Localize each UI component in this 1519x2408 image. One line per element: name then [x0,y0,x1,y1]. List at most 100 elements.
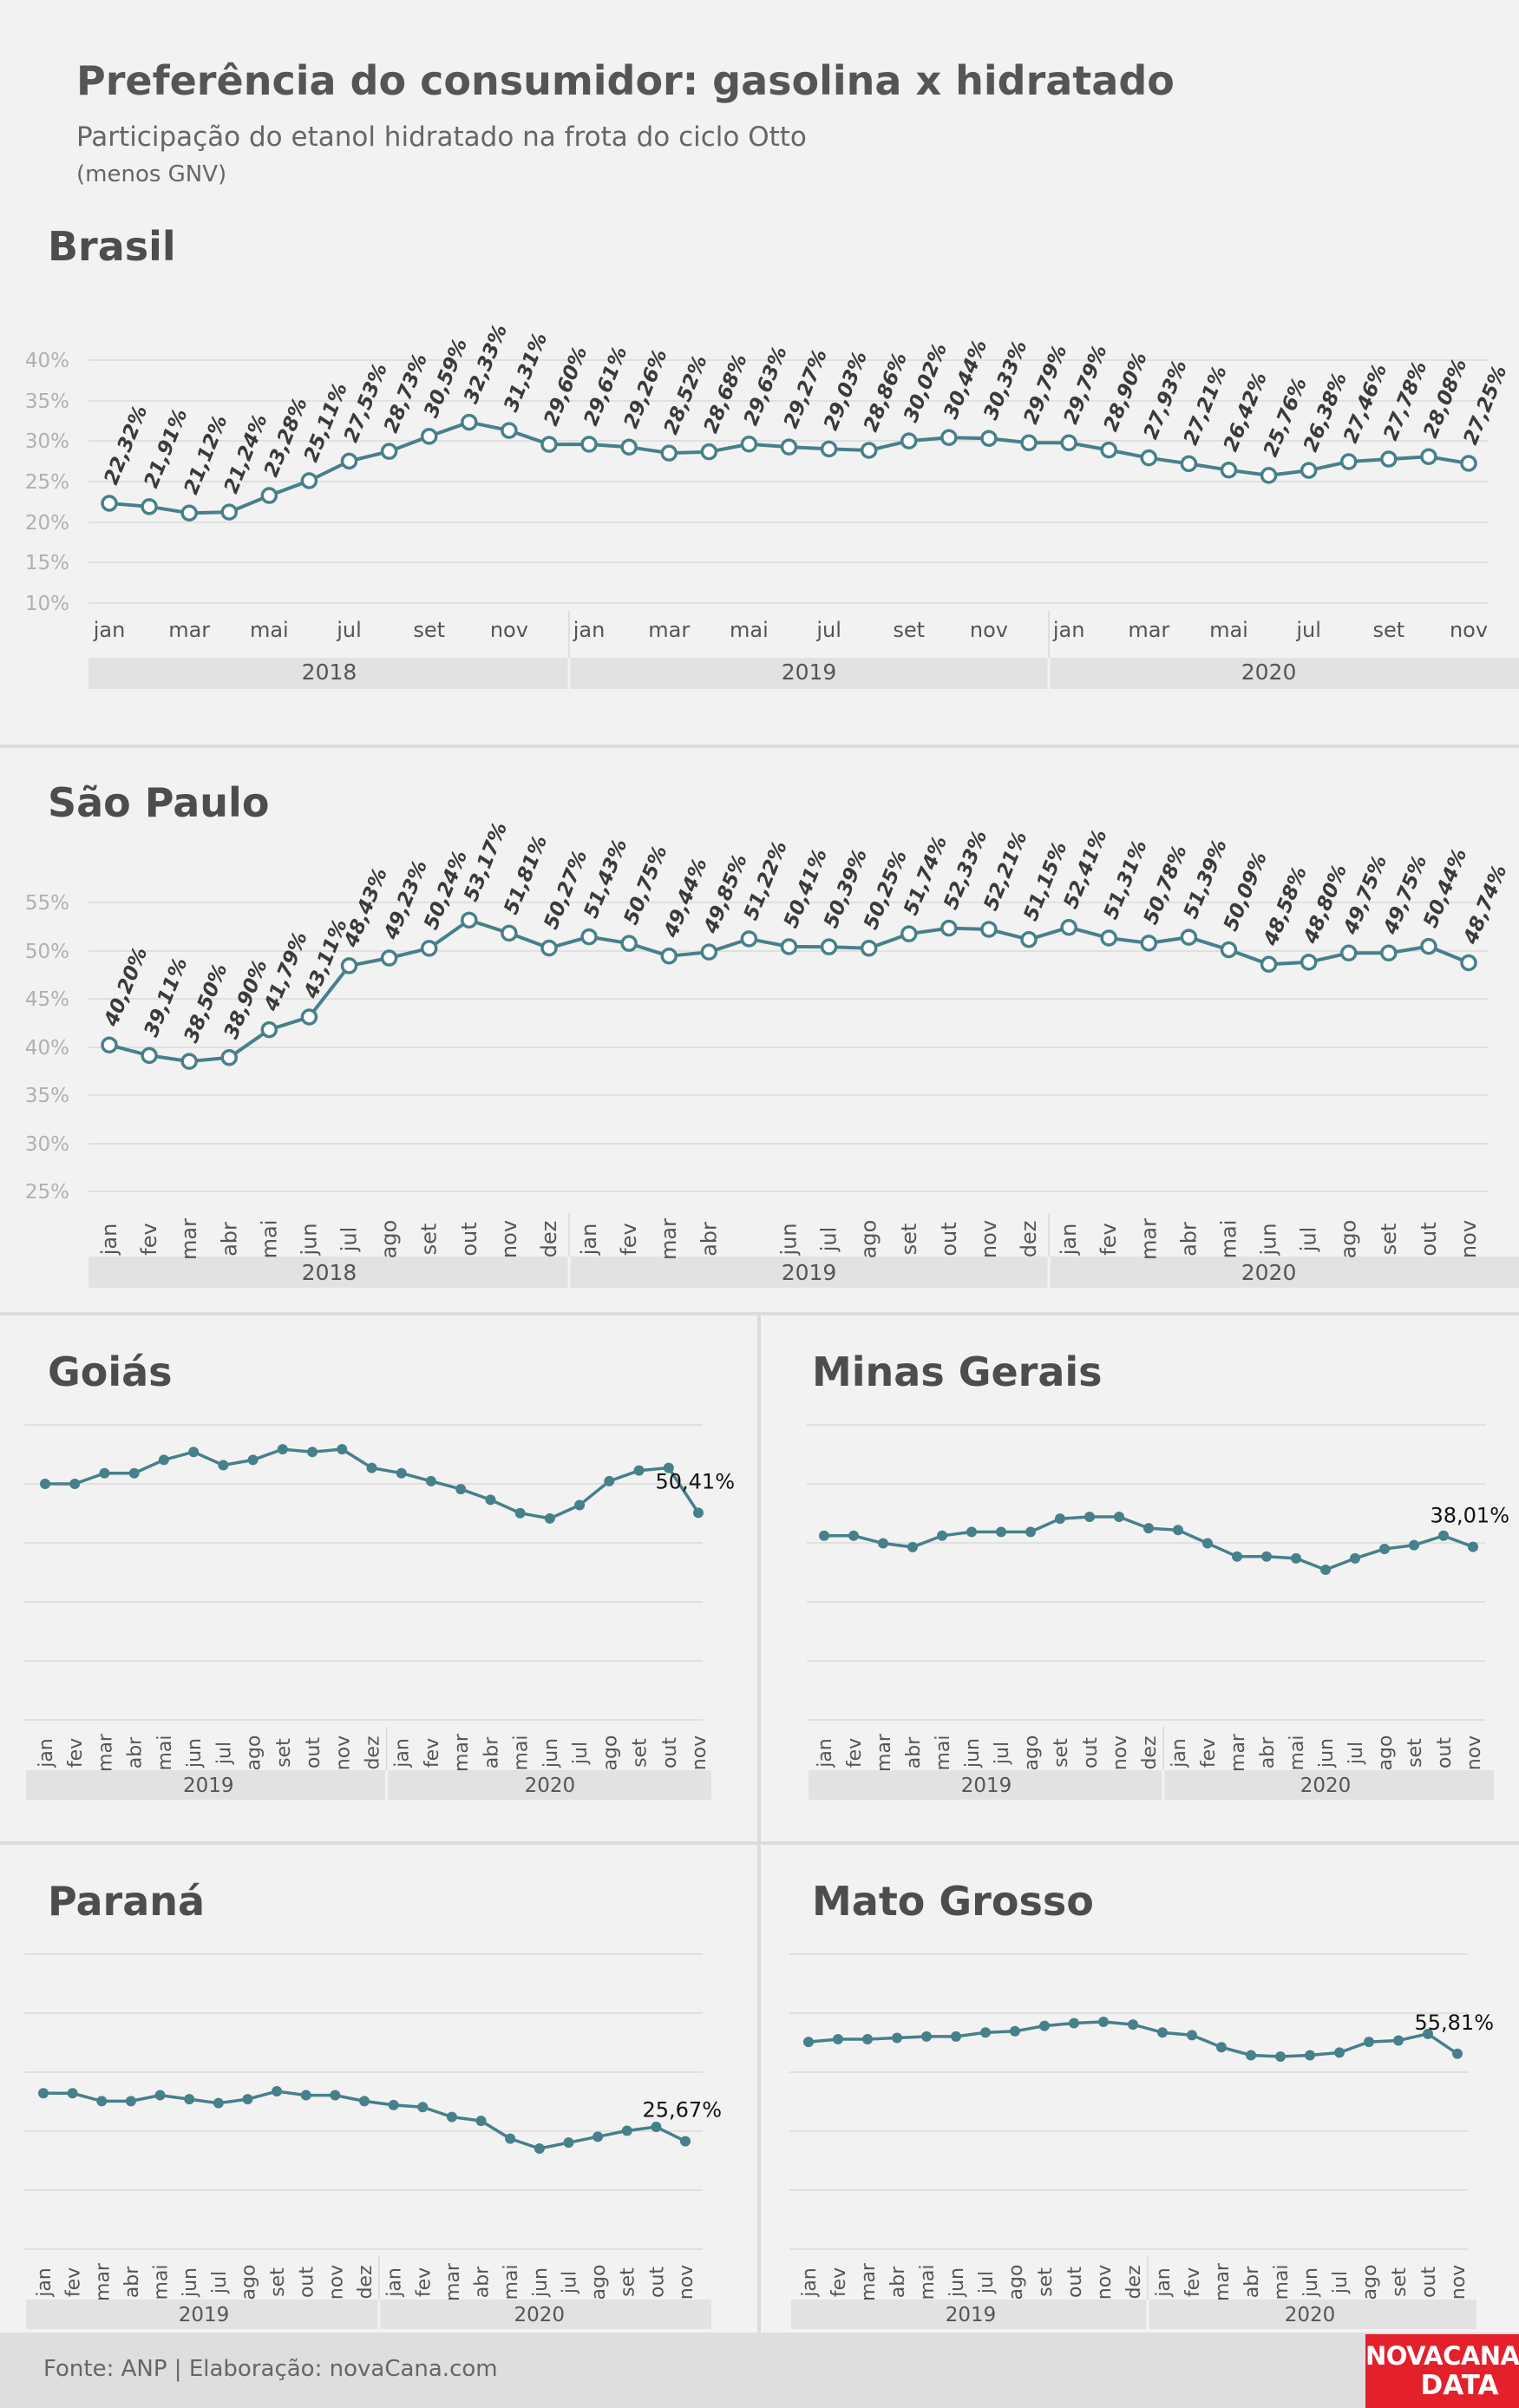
x-tick-label: ago [377,1220,402,1259]
data-label: 51,15% [1019,838,1071,924]
x-tick-label: set [1377,1224,1401,1256]
chart-sao-paulo: São Paulo 55% 50% 45% 40% 35% 30% 25% 2018 2019 20… [25,779,1519,1288]
x-tick-label: jul [336,618,362,642]
x-tick-label: jul [337,1227,362,1253]
x-tick-label: jan [93,618,126,642]
data-point [128,1467,140,1479]
data-point [1143,1523,1154,1534]
x-tick-label: jun [540,1738,562,1768]
x-tick-label: nov [1094,2265,1116,2300]
data-point [1140,449,1158,467]
year-label: 2020 [525,1775,576,1797]
data-point [417,2102,429,2113]
data-point [1379,1544,1390,1555]
data-point [1157,2027,1168,2038]
year-band [26,2300,711,2329]
x-tick-label: jul [1330,2271,1352,2294]
x-tick-label: ago [599,1735,621,1771]
data-point [455,1484,467,1495]
data-point [154,2090,166,2101]
data-point [420,940,438,957]
x-tick-label: jan [799,2267,821,2298]
x-tick-label: jul [213,1742,235,1765]
x-tick-label: mar [1136,1218,1161,1260]
year-label: 2019 [179,2304,230,2326]
data-point [1300,462,1318,479]
year-label: 2019 [183,1775,234,1797]
logo-line1: NOVACANA [1365,2341,1519,2371]
x-tick-label: nov [325,2265,347,2300]
data-point [700,943,718,961]
data-point [580,928,598,946]
data-point [980,430,998,448]
x-tick-label: jan [1052,618,1085,642]
data-point [951,2031,961,2042]
data-point [420,428,438,445]
data-label: 28,73% [380,351,432,436]
data-point [425,1475,436,1486]
data-point [1460,455,1477,472]
data-label: 50,09% [1220,849,1272,935]
data-point [544,1512,555,1524]
data-point [180,504,198,522]
x-tick-label: mai [917,2264,939,2300]
chart-title: Minas Gerais [812,1348,1103,1395]
data-point [242,2094,253,2105]
x-tick-label: jan [1153,2267,1175,2298]
x-tick-label: out [659,1737,681,1768]
x-tick-label: dez [363,1735,384,1769]
x-tick-label: jan [573,618,606,642]
data-point [1220,941,1238,959]
data-point [1069,2018,1079,2029]
x-tick-label: nov [1463,1735,1485,1770]
data-point [921,2031,932,2042]
data-point [340,452,358,470]
data-point [940,919,958,937]
data-point [940,429,958,446]
data-point [574,1499,586,1511]
data-point [633,1465,645,1476]
x-tick-label: nov [490,618,528,642]
data-point [300,472,318,489]
data-point [359,2096,370,2107]
data-point [1260,467,1278,484]
data-point [446,2111,457,2123]
data-point [220,503,239,521]
data-point [260,1020,278,1039]
data-point [277,1444,288,1455]
data-label: 48,43% [340,865,392,951]
x-tick-label: out [1434,1737,1456,1768]
x-tick-label: fev [1097,1223,1121,1255]
year-label: 2019 [782,1260,837,1285]
x-tick-label: mai [1271,2264,1293,2300]
data-point [180,1053,198,1070]
footer-source: Fonte: ANP | Elaboração: novaCana.com [43,2356,498,2382]
data-point [1334,2047,1345,2058]
x-tick-label: mar [442,2262,464,2301]
data-point [38,2088,49,2099]
data-point [996,1526,1006,1538]
data-point [900,432,918,449]
x-tick-label: nov [332,1735,354,1770]
data-point [892,2032,902,2044]
data-point [388,2099,399,2110]
x-tick-label: dez [1139,1735,1161,1769]
page-note: (menos GNV) [76,161,227,187]
year-band [809,1770,1494,1800]
data-label: 49,23% [380,857,432,943]
data-label: 31,31% [500,330,552,416]
data-point [663,1462,674,1473]
data-point [1100,929,1117,947]
data-point [1202,1538,1213,1549]
data-point [1100,441,1117,459]
data-point [220,1048,239,1066]
data-point [1020,930,1038,948]
x-tick-label: fev [137,1223,161,1255]
x-tick-label: nov [1450,618,1488,642]
x-tick-label: jan [577,1224,601,1256]
x-tick-label: nov [1457,1220,1481,1258]
y-tick-label: 30% [25,430,69,453]
x-tick-label: fev [422,1738,443,1768]
